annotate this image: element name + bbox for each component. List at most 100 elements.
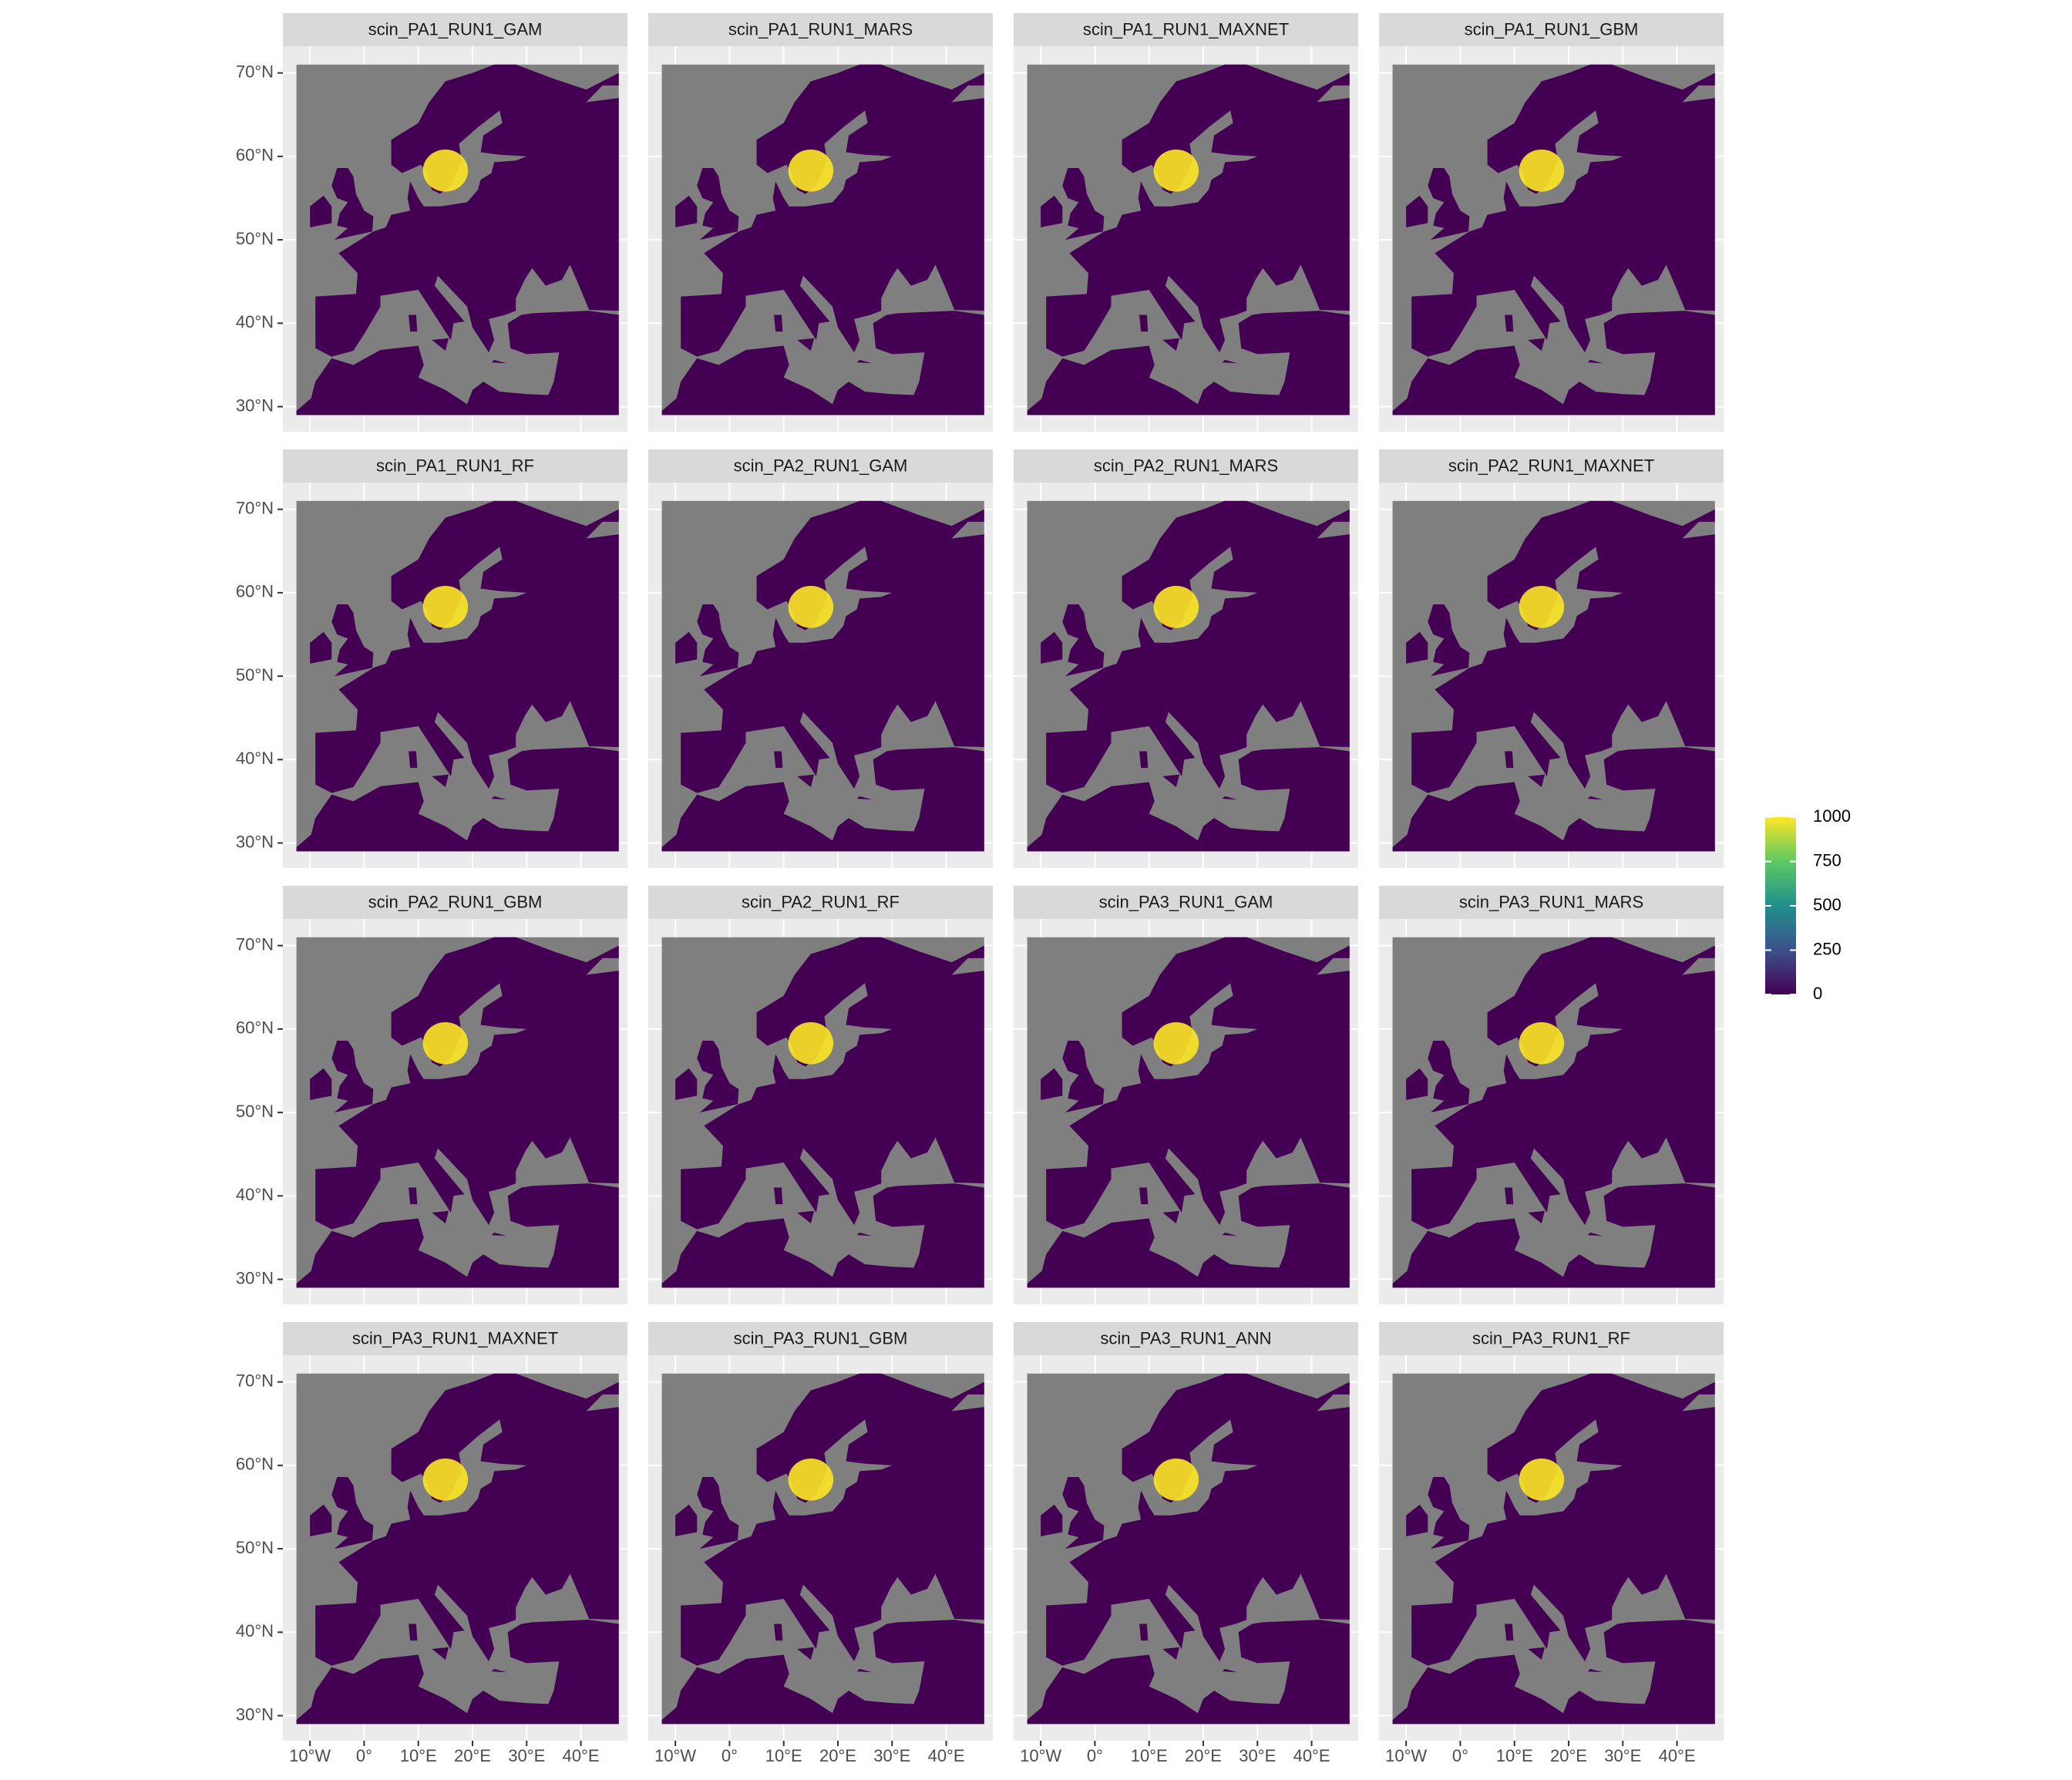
land (296, 1620, 619, 1724)
x-tick-label: 20°E (819, 1746, 856, 1765)
land (315, 1373, 619, 1666)
land (1428, 1041, 1470, 1113)
raster (296, 937, 619, 1288)
y-tick-label: 60°N (236, 146, 274, 165)
suitability-hotspot (1519, 585, 1565, 628)
facet-title: scin_PA1_RUN1_MAXNET (1083, 19, 1289, 39)
x-tick-label: 10°W (654, 1746, 696, 1765)
facet-title: scin_PA3_RUN1_GAM (1099, 892, 1273, 911)
facet-strip (1379, 886, 1724, 919)
land (774, 751, 783, 769)
facet-strip (648, 886, 993, 919)
land (1162, 338, 1180, 352)
land (1162, 1647, 1180, 1661)
land (296, 311, 619, 416)
land (1587, 359, 1603, 364)
suitability-hotspot (788, 1458, 834, 1501)
land (856, 1232, 873, 1237)
raster (1027, 937, 1350, 1288)
land (661, 311, 984, 416)
y-tick-label: 70°N (236, 498, 274, 517)
suitability-hotspot (1153, 1021, 1199, 1065)
raster (296, 500, 619, 852)
land (409, 751, 418, 769)
land (1162, 1210, 1180, 1224)
land (1139, 315, 1149, 332)
land (1505, 315, 1514, 332)
x-tick-label: 30°E (508, 1746, 545, 1765)
land (491, 1668, 507, 1673)
x-tick-label: 40°E (563, 1746, 600, 1765)
land (856, 1668, 873, 1673)
legend-label: 500 (1813, 895, 1842, 914)
y-tick-label: 70°N (236, 1371, 274, 1390)
land (797, 774, 815, 788)
land (432, 774, 449, 788)
facet-title: scin_PA3_RUN1_MAXNET (352, 1328, 558, 1348)
x-tick-label: 0° (356, 1746, 372, 1765)
land (675, 1504, 698, 1536)
x-tick-label: 20°E (1185, 1746, 1222, 1765)
land (1528, 1210, 1546, 1224)
land (1139, 1624, 1149, 1641)
land (432, 1647, 449, 1661)
facet-title: scin_PA3_RUN1_RF (1472, 1328, 1630, 1348)
facet-strip (648, 449, 993, 483)
land (310, 195, 332, 227)
raster (1392, 1373, 1715, 1724)
land (1027, 311, 1350, 416)
legend-label: 0 (1813, 984, 1822, 1003)
facet-strip (1014, 886, 1358, 919)
land (432, 338, 449, 352)
land (1062, 604, 1105, 677)
land (1392, 311, 1715, 416)
land (1528, 338, 1546, 352)
facet-title: scin_PA3_RUN1_GBM (734, 1328, 908, 1348)
land (1062, 1041, 1105, 1113)
facet-title: scin_PA2_RUN1_MARS (1094, 456, 1278, 475)
land (315, 64, 619, 357)
land (1062, 1477, 1105, 1550)
land (1406, 195, 1428, 227)
land (409, 1624, 418, 1641)
facet-title: scin_PA3_RUN1_ANN (1100, 1328, 1271, 1348)
land (1222, 359, 1238, 364)
land (1428, 168, 1470, 241)
raster (1392, 937, 1715, 1288)
land (310, 631, 332, 664)
land (1139, 751, 1149, 769)
raster (1027, 64, 1350, 416)
y-tick-label: 40°N (236, 1185, 274, 1204)
land (1406, 1068, 1428, 1100)
land (1411, 937, 1715, 1230)
y-tick-label: 70°N (236, 934, 274, 954)
land (1222, 1232, 1238, 1237)
land (331, 1477, 374, 1550)
land (1392, 747, 1715, 852)
land (1411, 1373, 1715, 1666)
suitability-hotspot (788, 1021, 834, 1065)
land (1505, 1187, 1514, 1205)
suitability-hotspot (1519, 1458, 1565, 1501)
facet-strip (283, 449, 627, 483)
x-tick-label: 10°E (400, 1746, 437, 1765)
suitability-hotspot (1519, 1021, 1565, 1065)
y-tick-label: 60°N (236, 1018, 274, 1038)
y-tick-label: 50°N (236, 1102, 274, 1121)
y-tick-label: 40°N (236, 312, 274, 331)
land (856, 359, 873, 364)
y-tick-label: 50°N (236, 665, 274, 685)
suitability-hotspot (422, 149, 469, 192)
facet-title: scin_PA1_RUN1_GBM (1465, 19, 1639, 39)
y-tick-label: 30°N (236, 832, 274, 851)
suitability-hotspot (422, 1021, 469, 1065)
y-tick-label: 50°N (236, 1538, 274, 1557)
land (697, 1477, 739, 1550)
y-tick-label: 30°N (236, 1268, 274, 1287)
land (675, 631, 698, 664)
land (1392, 1620, 1715, 1724)
raster (661, 500, 984, 852)
land (491, 796, 507, 800)
land (1222, 796, 1238, 800)
